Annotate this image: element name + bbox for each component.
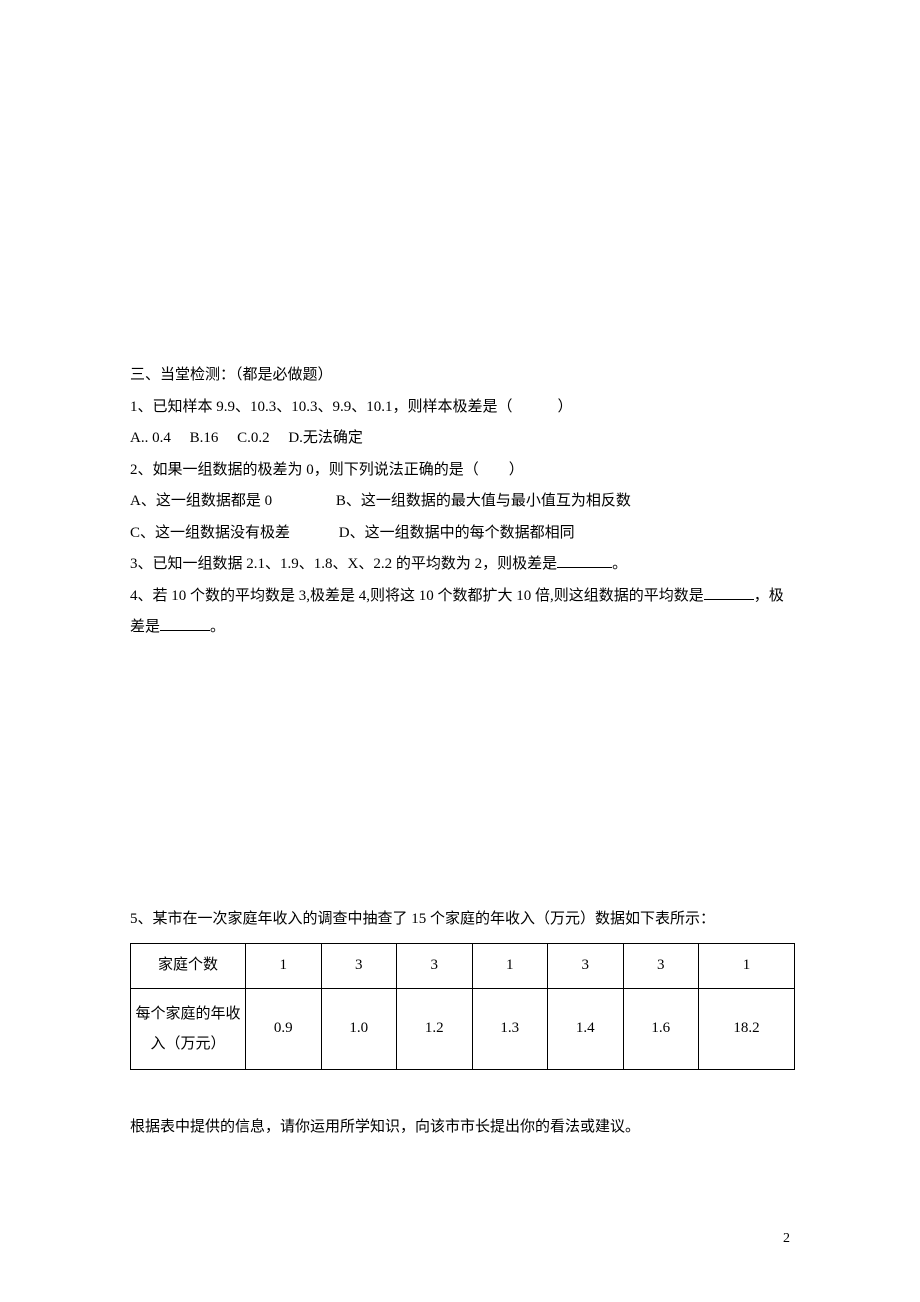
table-cell: 3 xyxy=(623,944,699,989)
question-1-options: A.. 0.4 B.16 C.0.2 D.无法确定 xyxy=(130,423,795,455)
table-header-cell: 每个家庭的年收入（万元） xyxy=(131,988,246,1069)
question-3-suffix: 。 xyxy=(612,556,627,572)
question-5-followup: 根据表中提供的信息，请你运用所学知识，向该市市长提出你的看法或建议。 xyxy=(130,1112,795,1144)
blank-fill xyxy=(160,616,210,631)
table-cell: 1.3 xyxy=(472,988,548,1069)
question-4-prefix: 4、若 10 个数的平均数是 3,极差是 4,则将这 10 个数都扩大 10 倍… xyxy=(130,588,704,604)
table-cell: 1 xyxy=(246,944,322,989)
income-table: 家庭个数 1 3 3 1 3 3 1 每个家庭的年收入（万元） 0.9 1.0 … xyxy=(130,943,795,1070)
question-4-suffix: 。 xyxy=(210,619,225,635)
question-2-options-cd: C、这一组数据没有极差 D、这一组数据中的每个数据都相同 xyxy=(130,518,795,550)
table-cell: 1.4 xyxy=(548,988,624,1069)
table-cell: 1.6 xyxy=(623,988,699,1069)
page-number: 2 xyxy=(783,1231,790,1247)
question-3-prefix: 3、已知一组数据 2.1、1.9、1.8、X、2.2 的平均数为 2，则极差是 xyxy=(130,556,557,572)
table-cell: 3 xyxy=(397,944,473,989)
question-3: 3、已知一组数据 2.1、1.9、1.8、X、2.2 的平均数为 2，则极差是 。 xyxy=(130,549,795,581)
question-5: 5、某市在一次家庭年收入的调查中抽查了 15 个家庭的年收入（万元）数据如下表所… xyxy=(130,904,795,936)
question-2-options-ab: A、这一组数据都是 0 B、这一组数据的最大值与最小值互为相反数 xyxy=(130,486,795,518)
blank-fill xyxy=(704,585,754,600)
table-cell: 18.2 xyxy=(699,988,795,1069)
table-row-incomes: 每个家庭的年收入（万元） 0.9 1.0 1.2 1.3 1.4 1.6 18.… xyxy=(131,988,795,1069)
table-row-counts: 家庭个数 1 3 3 1 3 3 1 xyxy=(131,944,795,989)
table-cell: 3 xyxy=(548,944,624,989)
table-cell: 3 xyxy=(321,944,397,989)
blank-fill xyxy=(557,553,612,568)
section-title: 三、当堂检测：（都是必做题） xyxy=(130,360,795,392)
question-4: 4、若 10 个数的平均数是 3,极差是 4,则将这 10 个数都扩大 10 倍… xyxy=(130,581,795,644)
table-cell: 0.9 xyxy=(246,988,322,1069)
table-cell: 1.2 xyxy=(397,988,473,1069)
question-2: 2、如果一组数据的极差为 0，则下列说法正确的是（ ） xyxy=(130,455,795,487)
table-cell: 1 xyxy=(472,944,548,989)
question-1: 1、已知样本 9.9、10.3、10.3、9.9、10.1，则样本极差是（ ） xyxy=(130,392,795,424)
table-cell: 1 xyxy=(699,944,795,989)
document-content: 三、当堂检测：（都是必做题） 1、已知样本 9.9、10.3、10.3、9.9、… xyxy=(0,0,920,1143)
table-cell: 1.0 xyxy=(321,988,397,1069)
table-header-cell: 家庭个数 xyxy=(131,944,246,989)
